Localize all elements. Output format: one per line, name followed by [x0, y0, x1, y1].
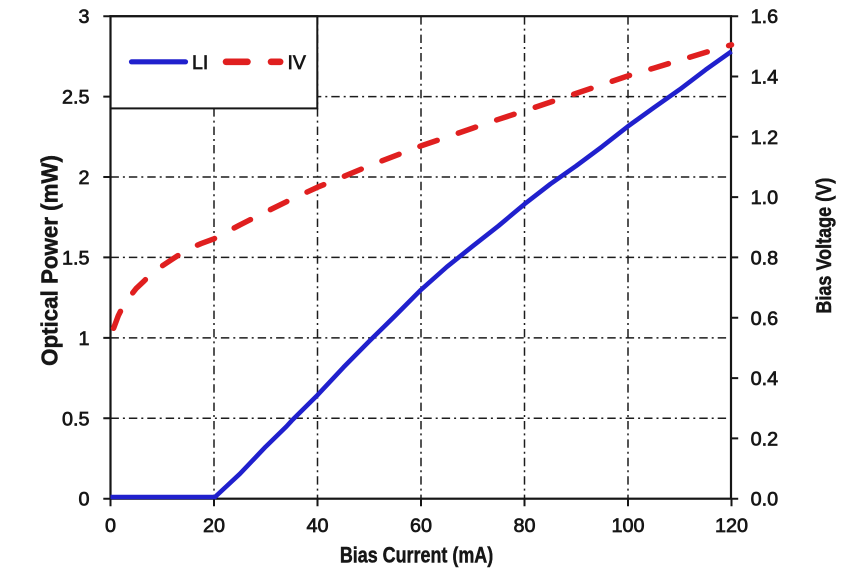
svg-text:20: 20 [203, 515, 225, 537]
svg-text:0: 0 [105, 515, 116, 537]
svg-text:40: 40 [306, 515, 328, 537]
svg-text:0: 0 [78, 489, 89, 511]
svg-text:1.4: 1.4 [751, 67, 779, 89]
svg-text:Bias Voltage (V): Bias Voltage (V) [813, 178, 837, 314]
svg-text:0.0: 0.0 [751, 489, 779, 511]
svg-text:Bias Current (mA): Bias Current (mA) [340, 544, 493, 568]
svg-text:0.4: 0.4 [751, 368, 779, 390]
svg-text:IV: IV [288, 52, 306, 74]
svg-text:1.6: 1.6 [751, 6, 779, 28]
svg-text:Optical Power (mW): Optical Power (mW) [36, 155, 62, 366]
svg-text:3: 3 [78, 6, 89, 28]
svg-text:0.5: 0.5 [62, 408, 90, 430]
svg-text:1.5: 1.5 [62, 247, 90, 269]
svg-text:0.2: 0.2 [751, 428, 779, 450]
svg-text:60: 60 [410, 515, 432, 537]
svg-text:0.8: 0.8 [751, 247, 779, 269]
svg-text:0.6: 0.6 [751, 308, 779, 330]
svg-text:1: 1 [78, 328, 89, 350]
svg-text:2: 2 [78, 167, 89, 189]
svg-text:2.5: 2.5 [62, 87, 90, 109]
svg-text:120: 120 [715, 515, 748, 537]
svg-text:80: 80 [513, 515, 535, 537]
svg-text:1.0: 1.0 [751, 187, 779, 209]
svg-text:100: 100 [611, 515, 644, 537]
svg-text:1.2: 1.2 [751, 127, 779, 149]
svg-text:LI: LI [192, 52, 208, 74]
